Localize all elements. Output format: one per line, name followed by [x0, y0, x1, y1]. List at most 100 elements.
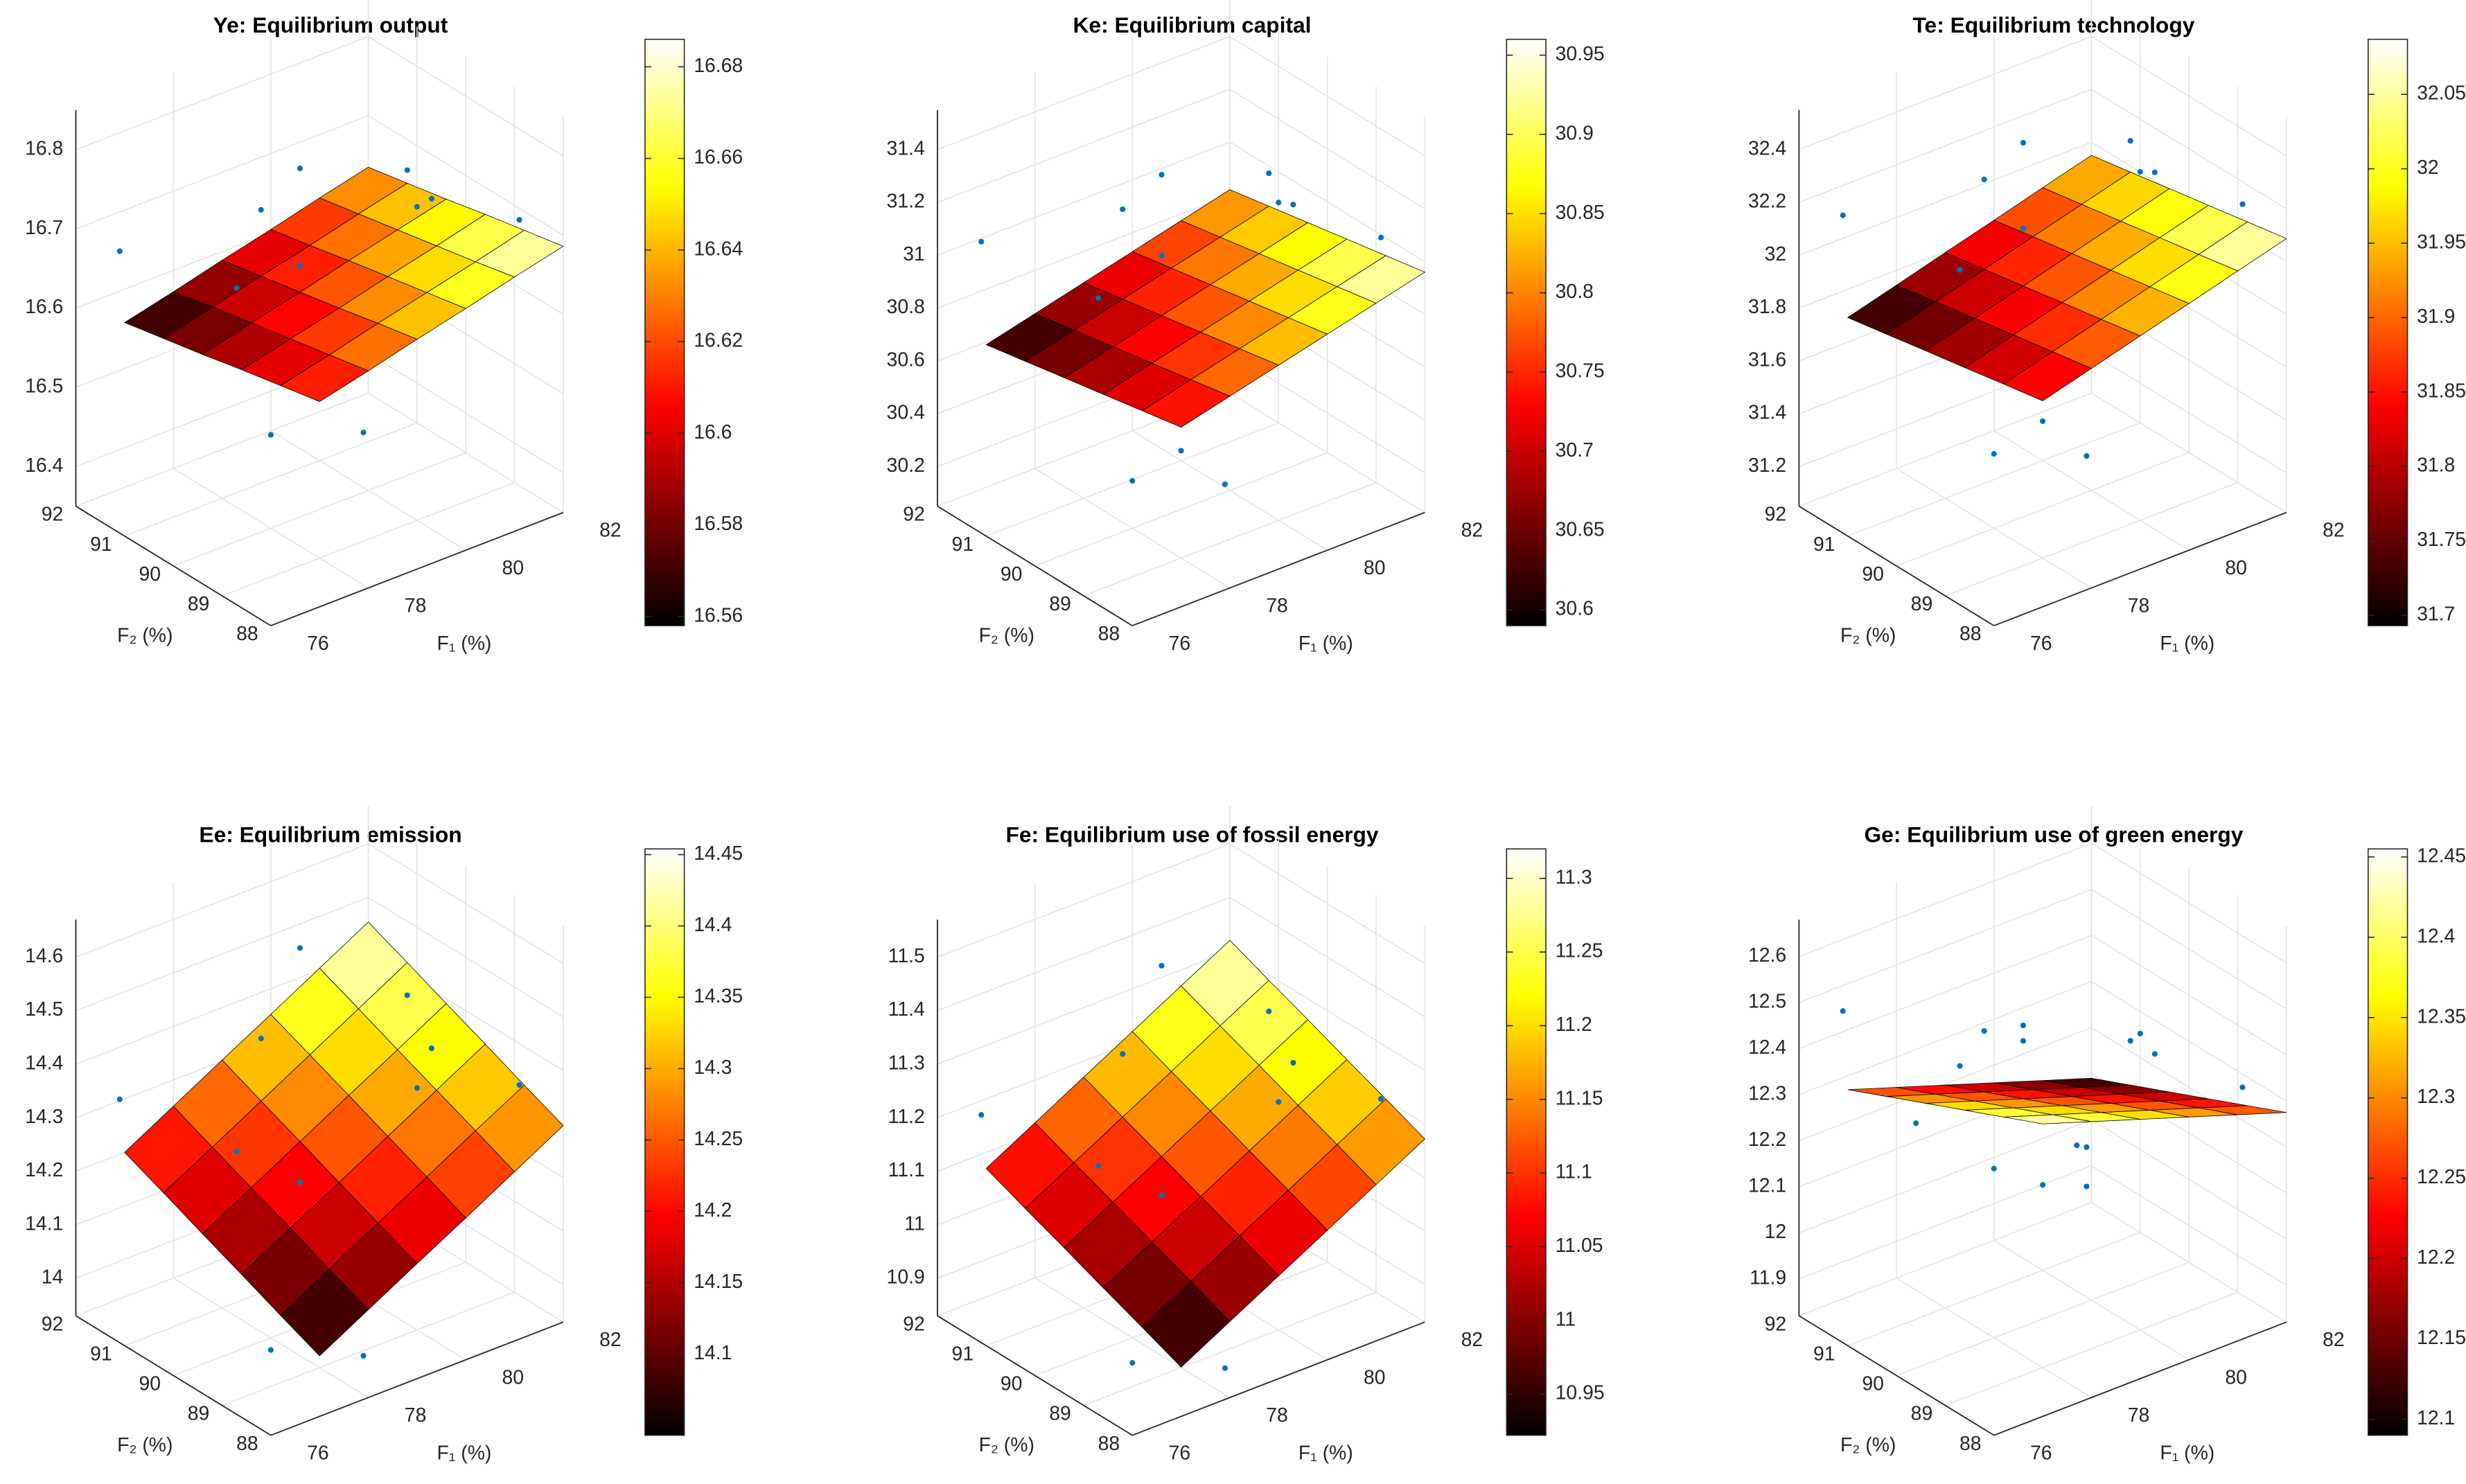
- scatter-point: [267, 1347, 274, 1353]
- scatter-point: [1840, 1008, 1846, 1014]
- z-tick-label: 12.2: [1748, 1129, 1786, 1151]
- scatter-point: [1159, 962, 1165, 969]
- scatter-point: [404, 167, 410, 173]
- z-tick-label: 14.6: [25, 945, 63, 967]
- scatter-point: [428, 195, 435, 202]
- y-tick-label: 89: [1049, 1403, 1071, 1425]
- colorbar-tick-label: 32.05: [2417, 82, 2466, 105]
- grid-line: [222, 1291, 515, 1406]
- grid-line: [1083, 1291, 1377, 1406]
- y-tick-label: 92: [42, 504, 64, 526]
- y-tick-label: 88: [1098, 623, 1120, 645]
- y-tick-label: 90: [1862, 1373, 1884, 1395]
- scatter-point: [1159, 172, 1165, 178]
- colorbar-tick-label: 16.6: [694, 421, 732, 443]
- colorbar-tick-label: 14.15: [694, 1271, 743, 1293]
- y-tick-label: 90: [139, 1373, 161, 1395]
- x-tick-label: 80: [502, 557, 524, 579]
- scatter-point: [428, 1045, 435, 1052]
- z-tick-label: 31.8: [1748, 296, 1786, 318]
- scatter-point: [2137, 1030, 2143, 1036]
- x-tick-label: 78: [405, 1404, 427, 1426]
- scatter-point: [414, 1085, 420, 1091]
- grid-line: [1083, 482, 1377, 597]
- x-tick-label: 78: [1266, 1404, 1288, 1426]
- colorbar-tick-label: 30.6: [1556, 598, 1594, 620]
- surface-cell: [280, 354, 369, 403]
- z-tick-label: 10.9: [887, 1266, 925, 1289]
- scatter-point: [2151, 1051, 2158, 1057]
- grid-line: [1799, 935, 2092, 1050]
- grid-line: [76, 843, 369, 958]
- scatter-point: [978, 238, 985, 245]
- chart-title: Te: Equilibrium technology: [1913, 12, 2195, 37]
- surface-cell: [1141, 1281, 1231, 1368]
- scatter-point: [1981, 1027, 1987, 1034]
- z-tick-label: 11.9: [1750, 1267, 1786, 1289]
- z-tick-label: 31.4: [1748, 402, 1786, 424]
- scatter-point: [2239, 201, 2246, 207]
- z-tick-label: 31.2: [887, 191, 925, 213]
- scatter-point: [234, 285, 240, 291]
- grid-line: [937, 950, 1231, 1065]
- chart-title: Ye: Equilibrium output: [213, 12, 448, 37]
- colorbar-tick-label: 11.2: [1556, 1014, 1592, 1036]
- grid-line: [937, 194, 1231, 309]
- colorbar-tick-label: 31.95: [2417, 231, 2466, 254]
- x-axis: [1131, 511, 1425, 626]
- x-tick-label: 82: [1461, 519, 1483, 541]
- y-tick-label: 91: [952, 1343, 974, 1365]
- y-tick-label: 90: [139, 563, 161, 585]
- colorbar-tick-label: 11.15: [1556, 1087, 1603, 1109]
- chart-panel: Ke: Equilibrium capital 30.2 30.4 30.6 30.8 3…: [887, 0, 1605, 655]
- y-tick-label: 89: [1911, 593, 1933, 615]
- scatter-point: [258, 1035, 264, 1042]
- grid-line: [1799, 1202, 2092, 1316]
- y-tick-label: 91: [952, 533, 974, 556]
- y-tick-label: 88: [236, 623, 258, 645]
- x-tick-label: 76: [307, 633, 329, 655]
- x-axis-label: F₁ (%): [1298, 1442, 1353, 1464]
- z-tick-label: 14.3: [25, 1106, 63, 1128]
- y-axis: [1798, 505, 1995, 626]
- colorbar: [2367, 848, 2408, 1436]
- scatter-point: [1840, 212, 1846, 218]
- colorbar-tick-label: 30.9: [1556, 122, 1594, 144]
- colorbar-tick-label: 10.95: [1556, 1382, 1605, 1404]
- colorbar-tick-label: 31.75: [2417, 529, 2466, 551]
- x-tick-label: 80: [1364, 1366, 1386, 1388]
- colorbar-tick-label: 32: [2417, 157, 2439, 179]
- scatter-point: [297, 945, 303, 951]
- colorbar-tick-label: 16.62: [694, 330, 743, 352]
- z-tick-label: 12.3: [1748, 1083, 1786, 1105]
- grid-line: [1945, 482, 2238, 597]
- colorbar-tick-label: 11: [1556, 1308, 1576, 1330]
- x-tick-label: 80: [1364, 557, 1386, 579]
- colorbar-tick-label: 12.3: [2417, 1086, 2455, 1108]
- scatter-point: [516, 1081, 522, 1088]
- colorbar-tick-label: 16.68: [694, 55, 743, 77]
- y-tick-label: 92: [1765, 504, 1787, 526]
- colorbar-tick-label: 31.85: [2417, 380, 2466, 402]
- grid-line: [1896, 1262, 2190, 1377]
- scatter-point: [2127, 138, 2133, 144]
- scatter-point: [1991, 1165, 1997, 1172]
- colorbar-tick-label: 12.45: [2417, 845, 2466, 867]
- grid-line: [1847, 1232, 2141, 1347]
- scatter-point: [234, 1149, 240, 1155]
- colorbar-tick-label: 30.85: [1556, 202, 1605, 224]
- z-tick-label: 12.6: [1748, 944, 1786, 966]
- grid-line: [937, 35, 1231, 150]
- colorbar-tick-label: 31.9: [2417, 306, 2455, 328]
- grid-line: [1034, 452, 1328, 567]
- y-axis: [937, 1315, 1133, 1436]
- grid-line: [173, 452, 466, 567]
- colorbar: [644, 848, 685, 1436]
- x-tick-label: 76: [1169, 633, 1191, 655]
- z-tick-label: 32.4: [1748, 137, 1786, 159]
- scatter-point: [2039, 418, 2046, 424]
- scatter-point: [1290, 202, 1296, 208]
- z-tick-label: 12.1: [1748, 1175, 1786, 1197]
- grid-line: [1799, 980, 2092, 1095]
- surface-cell: [2002, 351, 2093, 401]
